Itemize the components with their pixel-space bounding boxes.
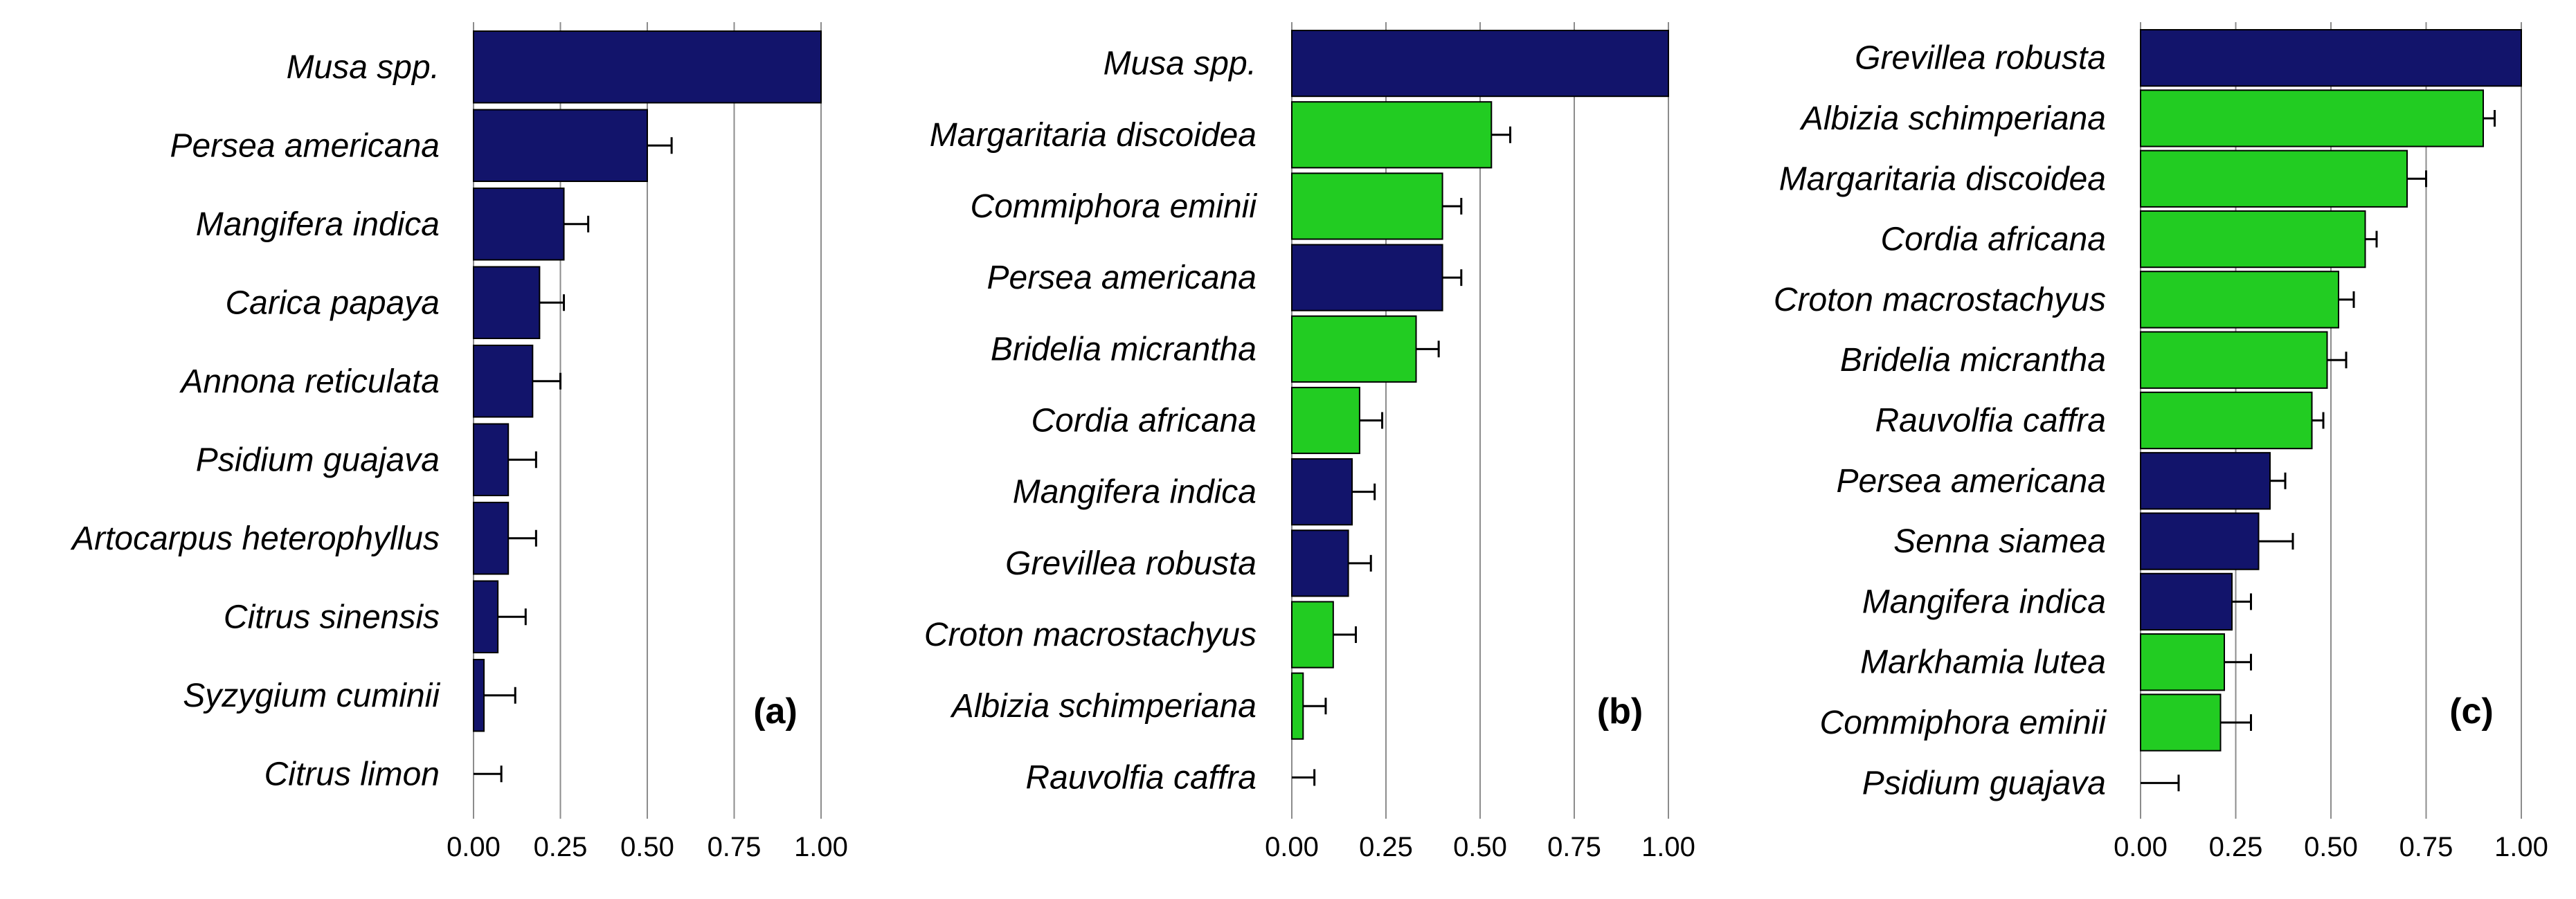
bar <box>2140 271 2339 329</box>
panel-label: (c) <box>2449 691 2494 732</box>
category-label: Bridelia micrantha <box>1840 342 2106 379</box>
category-label: Albizia schimperiana <box>950 688 1257 725</box>
x-tick-label: 0.75 <box>708 832 762 862</box>
bar <box>473 659 485 732</box>
bar <box>1291 30 1669 98</box>
category-label: Mangifera indica <box>1862 583 2106 620</box>
x-tick-label: 0.00 <box>1265 832 1319 862</box>
category-label: Psidium guajava <box>1862 765 2106 801</box>
bar <box>1291 172 1443 240</box>
x-tick-label: 0.25 <box>2209 832 2263 862</box>
bar <box>2140 512 2260 570</box>
bar <box>473 423 510 496</box>
category-label: Persea americana <box>170 127 440 164</box>
category-label: Musa spp. <box>1104 46 1257 82</box>
x-tick-label: 0.00 <box>447 832 501 862</box>
category-label: Margaritaria discoidea <box>930 117 1257 154</box>
category-label: Citrus limon <box>264 756 440 792</box>
category-label: Margaritaria discoidea <box>1779 161 2106 197</box>
bar <box>2140 331 2328 389</box>
category-label: Croton macrostachyus <box>924 617 1257 653</box>
bar <box>473 345 534 418</box>
bar <box>473 109 648 182</box>
bar <box>473 266 541 339</box>
category-label: Artocarpus heterophyllus <box>70 520 440 557</box>
category-label: Albizia schimperiana <box>1799 100 2106 137</box>
bar <box>473 30 822 104</box>
chart-panel-1: 0.00 0.25 0.50 0.75 1.00 Musa spp. Persea amer… <box>70 22 848 862</box>
bar <box>1291 601 1334 669</box>
bar <box>2140 391 2313 450</box>
category-label: Cordia africana <box>1032 403 1257 439</box>
category-label: Annona reticulata <box>179 363 440 400</box>
bar <box>473 188 565 261</box>
chart-panel-3: 0.00 0.25 0.50 0.75 1.00 Grevillea robusta Alb… <box>1774 22 2548 862</box>
bar <box>1291 244 1443 311</box>
category-label: Syzygium cuminii <box>183 678 440 714</box>
x-tick-label: 0.50 <box>1453 832 1507 862</box>
x-tick-label: 1.00 <box>2494 832 2548 862</box>
x-tick-label: 0.25 <box>534 832 588 862</box>
category-label: Rauvolfia caffra <box>1875 403 2107 439</box>
bar <box>2140 633 2225 691</box>
category-label: Grevillea robusta <box>1005 545 1257 582</box>
category-label: Commiphora eminii <box>971 188 1258 225</box>
category-label: Rauvolfia caffra <box>1026 759 1257 796</box>
bar <box>2140 149 2408 208</box>
x-tick-label: 0.25 <box>1359 832 1413 862</box>
category-label: Psidium guajava <box>196 442 440 478</box>
x-tick-label: 1.00 <box>794 832 848 862</box>
bar <box>473 580 499 653</box>
category-label: Senna siamea <box>1893 523 2106 560</box>
bar <box>2140 572 2233 631</box>
category-label: Citrus sinensis <box>224 599 440 635</box>
x-tick-label: 0.75 <box>1547 832 1601 862</box>
chart-panel-2: 0.00 0.25 0.50 0.75 1.00 Musa spp. Margaritari… <box>924 22 1695 862</box>
category-label: Commiphora eminii <box>1820 705 2107 741</box>
bar <box>2140 693 2222 752</box>
bar <box>473 502 510 575</box>
x-tick-label: 0.75 <box>2399 832 2453 862</box>
bar <box>2140 89 2484 147</box>
category-label: Carica papaya <box>225 284 440 321</box>
category-label: Persea americana <box>1836 463 2106 500</box>
category-label: Musa spp. <box>287 49 440 86</box>
bar <box>1291 315 1417 383</box>
bar <box>2140 29 2522 87</box>
category-label: Croton macrostachyus <box>1774 282 2106 318</box>
bar <box>1291 458 1353 526</box>
x-tick-label: 0.50 <box>2304 832 2358 862</box>
panel-label: (b) <box>1597 691 1643 732</box>
bar <box>1291 101 1493 169</box>
category-label: Mangifera indica <box>1013 474 1257 511</box>
bar <box>1291 672 1304 740</box>
x-tick-label: 0.00 <box>2114 832 2168 862</box>
category-label: Markhamia lutea <box>1860 644 2106 681</box>
bar <box>1291 529 1349 597</box>
category-label: Grevillea robusta <box>1855 40 2106 77</box>
x-tick-label: 0.50 <box>620 832 674 862</box>
bar <box>1291 386 1360 455</box>
category-label: Cordia africana <box>1881 221 2107 258</box>
category-label: Mangifera indica <box>196 206 440 243</box>
panel-label: (a) <box>753 691 798 732</box>
x-tick-label: 1.00 <box>1641 832 1695 862</box>
bar <box>2140 452 2271 510</box>
category-label: Bridelia micrantha <box>991 331 1257 367</box>
category-label: Persea americana <box>987 260 1257 296</box>
bar <box>2140 210 2366 269</box>
